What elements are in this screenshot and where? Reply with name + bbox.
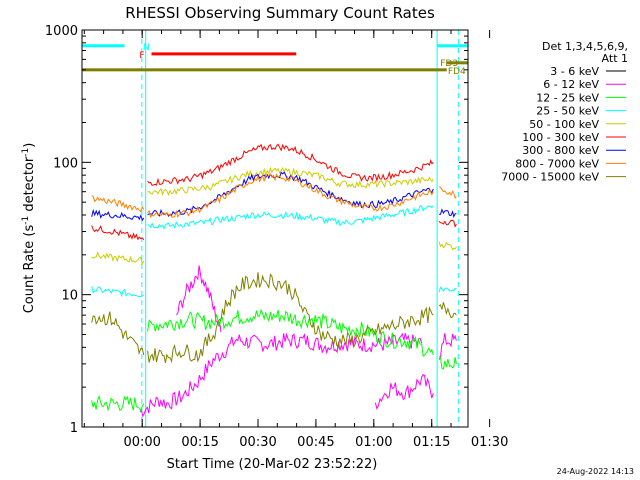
series-line-8-2 — [438, 302, 457, 319]
series-line-1-3 — [438, 333, 457, 360]
flag-bar-N-1 — [437, 44, 468, 48]
y-label-part-2: detector — [22, 156, 37, 216]
series-line-4-0 — [91, 251, 145, 266]
flag-bar-FD4-0 — [82, 68, 447, 72]
series-line-2-1 — [147, 308, 434, 357]
x-tick-label-6: 01:30 — [471, 435, 508, 450]
series-line-3-1 — [147, 204, 434, 230]
series-line-7-2 — [438, 186, 457, 199]
series-line-4-2 — [438, 241, 457, 251]
x-tick-label-3: 00:45 — [297, 435, 334, 450]
flag-bar-FD3-0 — [446, 61, 468, 65]
series-line-4-1 — [147, 166, 434, 197]
y-axis-label-text: Count Rate (s-1 detector-1) — [21, 143, 37, 314]
flag-label-FD4: FD4 — [448, 67, 466, 77]
axes: 1 10 100 1000 00:00 00:15 00:30 00:45 01:00 01:15… — [45, 24, 508, 450]
legend-title-line-0: Det 1,3,4,5,6,9, — [542, 40, 628, 53]
legend-title-line-1: Att 1 — [602, 52, 628, 65]
timestamp: 24-Aug-2022 14:13 — [557, 467, 634, 476]
legend-entry-label-1: 6 - 12 keV — [543, 78, 599, 91]
series-line-6-2 — [439, 208, 457, 219]
legend-entry-label-0: 3 - 6 keV — [550, 65, 599, 78]
series-line-2-2 — [438, 356, 457, 370]
y-label-part-1: Count Rate (s — [22, 225, 37, 314]
legend-entry-label-2: 12 - 25 keV — [536, 91, 599, 104]
legend-entry-label-6: 300 - 800 keV — [522, 144, 599, 157]
x-axis-label: Start Time (20-Mar-02 23:52:22) — [167, 457, 378, 472]
flag-bar-F-0 — [151, 52, 297, 56]
series-line-5-0 — [91, 225, 145, 241]
x-tick-label-0: 00:00 — [123, 435, 160, 450]
legend-entry-label-3: 25 - 50 keV — [536, 105, 599, 118]
series-line-1-1 — [176, 265, 222, 333]
flag-bar-N-0 — [82, 44, 125, 48]
plot-area — [91, 30, 459, 427]
flag-label-FD3: FD3 — [440, 59, 458, 69]
series-line-8-1 — [147, 272, 434, 364]
y-tick-label-3: 1000 — [45, 24, 78, 39]
plot-frame — [81, 29, 469, 428]
x-tick-label-1: 00:15 — [181, 435, 218, 450]
series-line-3-2 — [438, 286, 457, 293]
x-tick-label-2: 00:30 — [239, 435, 276, 450]
chart-title: RHESSI Observing Summary Count Rates — [125, 4, 435, 22]
y-label-sup-2: -1 — [21, 148, 31, 157]
series-line-5-2 — [438, 219, 457, 228]
series-line-2-0 — [91, 394, 145, 413]
x-tick-label-4: 01:00 — [355, 435, 392, 450]
series-line-6-0 — [91, 208, 145, 222]
legend-entry-label-5: 100 - 300 keV — [522, 131, 599, 144]
series-line-1-2 — [374, 374, 434, 411]
y-label-sup-1: -1 — [21, 216, 31, 225]
series-line-7-0 — [91, 195, 145, 213]
x-tick-label-5: 01:15 — [413, 435, 450, 450]
y-tick-label-1: 10 — [61, 289, 78, 304]
series-line-3-0 — [91, 286, 145, 298]
series-line-1-0 — [139, 332, 423, 418]
series-line-7-1 — [147, 173, 434, 219]
flag-label-N: N — [143, 43, 150, 53]
series-line-8-0 — [91, 311, 145, 356]
legend-entry-label-7: 800 - 7000 keV — [515, 157, 599, 170]
y-axis-label: Count Rate (s-1 detector-1) — [21, 143, 37, 314]
series-line-6-1 — [147, 171, 434, 218]
flag-label-F: F — [139, 51, 144, 61]
y-tick-label-0: 1 — [70, 421, 78, 436]
series-line-5-1 — [147, 143, 434, 186]
y-label-part-3: ) — [22, 143, 37, 148]
y-tick-label-2: 100 — [53, 156, 78, 171]
legend-entry-label-8: 7000 - 15000 keV — [501, 171, 599, 184]
legend-entry-label-4: 50 - 100 keV — [529, 118, 599, 131]
